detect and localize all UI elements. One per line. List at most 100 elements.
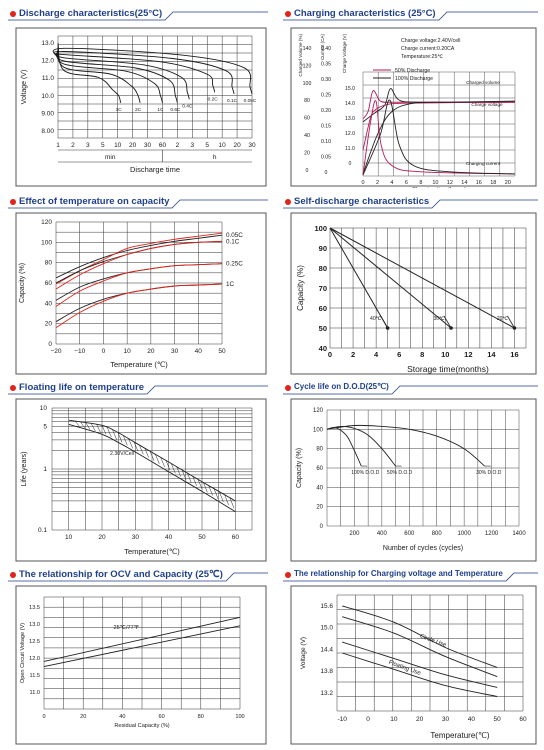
hatch-line [75,421,80,427]
y-axis-label: Capacity (%) [296,265,305,311]
floatlife-chart: 10 20 30 40 50 60 10 5 1 0.1 Life (years) Temperatu… [15,398,267,562]
y-axis-label: Life (years) [21,451,28,486]
chargevoltage-title-bar: The relationship for Charging voltage an… [283,569,540,583]
y-tick-label: 80 [45,260,53,267]
x-unit-min: min [105,154,116,161]
y-tick-label: 13.8 [320,668,333,675]
selfdischarge-title-bar: Self-discharge characteristics [283,196,540,210]
x-axis-label: Charging time(hours) [412,187,467,188]
hatch-line [176,466,181,477]
floatlife-panel: Floating life on temperature 10 20 30 40 50 6… [8,382,270,562]
discharge-panel: Discharge characteristics(25°C) 13.0 12.0… [8,8,270,188]
legend-label: 100% Discharge [395,76,433,82]
selfdischarge-chart: 0 2 4 6 8 10 12 14 16 100 90 80 70 60 50 40 Capacity (%)… [290,212,537,375]
y-tick-label: 100 [313,427,324,433]
x-tick-label: 0 [361,180,364,186]
temperature-title: Effect of temperature on capacity [19,196,170,207]
discharge-curve [57,42,122,103]
x-tick-label: 100 [235,714,244,720]
x-tick-label: 8 [420,350,424,359]
y-tick-label: 13.0 [41,40,54,47]
x-tick-label: 1000 [457,531,471,537]
x-tick-label: 30 [132,534,140,541]
series-marker [385,326,390,330]
x-tick-label: 30 [248,142,256,149]
legend-label: 50% Discharge [395,68,430,74]
y-axis-label: Open Circuit Voltage (V) [20,623,26,683]
title-underline [8,11,268,21]
x-tick-label: 40 [119,714,125,720]
y-tick-label: 12.0 [29,656,40,662]
y-tick-label: 8.00 [41,128,54,135]
x-axis-label: Temperature(℃) [124,547,180,556]
annotation: 25℃/77℉ [114,625,140,631]
chargevoltage-chart: -10 0 10 20 30 40 50 60 15.6 15.0 14.4 13.8 13.2 Volt… [290,585,537,745]
hatch-line [149,451,155,461]
x-tick-label: 14 [461,180,467,186]
y-tick-label: 80 [316,447,323,453]
discharge-curve [56,47,163,103]
x-tick-label: 20 [416,716,424,723]
series-label: 100% D.O.D [351,470,379,476]
discharge-curve [57,44,141,103]
condition-note: Charge current:0.20CA [401,46,455,52]
selfdischarge-panel: Self-discharge characteristics 0 2 4 6 8 10 12… [283,196,540,376]
charging-panel: Charging characteristics (25°C) 0 2 4 6 8 10 1… [283,8,540,188]
hatch-line [181,469,187,480]
series-line [342,652,498,697]
y3-tick-label: 15.0 [345,86,355,92]
hatch-line [133,441,139,452]
discharge-curve [55,51,190,100]
charging-title-bar: Charging characteristics (25°C) [283,8,540,22]
underline-path [283,199,538,209]
series-tail [443,315,452,329]
title-underline [283,385,538,395]
series-label: 30% D.O.D [476,470,502,476]
annotation: 2.30V/Cell [110,451,134,457]
x-tick-label: 16 [510,350,518,359]
y-tick-label: 0 [320,524,324,530]
series-label: 0.05C [226,232,243,239]
y-tick-label: 10 [40,405,48,412]
y-tick-label: 80 [319,264,327,273]
underline-path [8,199,268,209]
y-tick-label: 11.0 [30,690,40,696]
y-tick-label: 5 [43,423,47,430]
hatch-line [187,472,192,483]
y-tick-label: 40 [45,300,53,307]
x-tick-label: 4 [374,350,379,359]
x-tick-label: 400 [377,531,388,537]
y1-tick-label: 80 [304,98,310,104]
x-axis-label: Discharge time [130,165,180,174]
hatch-line [101,425,107,435]
hatch-line [107,427,112,438]
bullet-dot [285,11,291,17]
hatch-line [123,435,128,446]
title-underline [8,385,268,395]
series-marker [512,326,517,330]
x-tick-label: 5 [205,142,209,149]
x-tick-label: 40 [468,716,476,723]
x-tick-label: 10 [219,142,227,149]
y-tick-label: 100 [314,224,327,233]
y-tick-label: 90 [319,244,327,253]
y2-tick-label: 0.20 [321,108,331,114]
x-unit-h: h [213,154,217,161]
x-tick-label: 50 [198,534,206,541]
y-tick-label: 10.0 [41,93,54,100]
x-tick-label: 10 [114,142,122,149]
series-line [68,419,236,502]
y3-tick-label: 11.0 [345,146,355,152]
x-tick-label: 12 [464,350,472,359]
y1-tick-label: 120 [303,63,312,69]
y-tick-label: 1 [43,466,47,473]
y-tick-label: 12.5 [29,639,40,645]
series-line [342,616,498,678]
x-tick-label: 20 [98,534,106,541]
x-tick-label: 20 [505,180,511,186]
cyclelife-chart: 200 400 600 800 1000 1200 1400120100806040200C… [290,398,537,562]
bullet-dot [10,199,16,205]
underline-path [8,11,268,21]
y2-tick-label: 0 [325,170,328,176]
title-underline [8,572,268,582]
